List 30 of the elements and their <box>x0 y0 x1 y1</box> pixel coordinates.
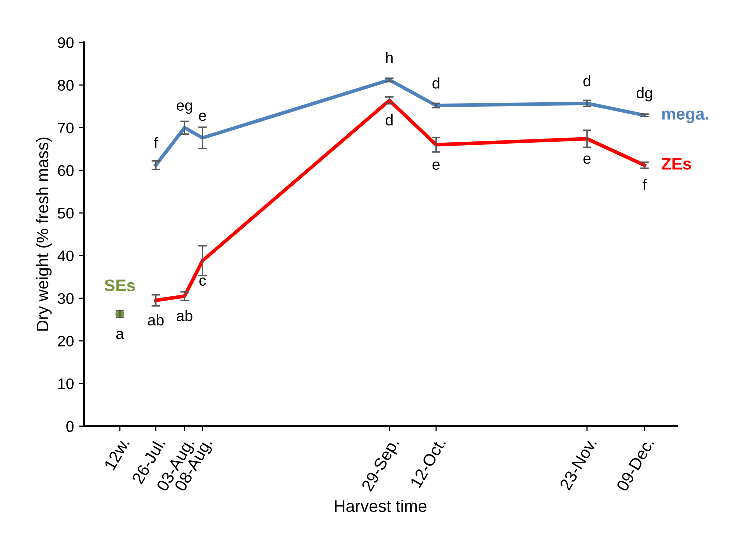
data-label: f <box>154 137 158 148</box>
y-tick-label: 50 <box>58 208 74 219</box>
series-label: SEs <box>104 280 136 292</box>
data-label: e <box>199 112 206 122</box>
y-tick-label: 80 <box>58 80 74 91</box>
data-label: eg <box>176 102 192 114</box>
series-label: mega. <box>662 110 708 124</box>
data-label: ab <box>176 310 193 322</box>
x-axis-title: Harvest time <box>335 500 427 512</box>
y-tick-label: 10 <box>58 378 74 390</box>
series-label: ZEs <box>662 158 692 170</box>
data-label: h <box>386 52 393 64</box>
data-label: d <box>432 78 440 89</box>
y-axis-title: Dry weight (% fresh mass) <box>36 138 52 331</box>
data-label: f <box>642 179 647 190</box>
y-tick-label: 60 <box>58 165 74 176</box>
data-label: dg <box>636 87 652 102</box>
data-label: e <box>584 156 591 164</box>
data-label: ab <box>148 314 164 326</box>
y-tick-label: 20 <box>58 336 74 347</box>
y-tick-label: 90 <box>58 38 74 48</box>
data-label: d <box>584 75 591 87</box>
data-label: a <box>116 330 124 340</box>
data-label: d <box>386 114 393 126</box>
data-label: c <box>200 278 206 286</box>
y-tick-label: 70 <box>58 122 74 134</box>
y-tick-label: 40 <box>58 250 74 262</box>
y-tick-label: 30 <box>58 293 74 304</box>
y-tick-label: 0 <box>66 421 74 432</box>
data-label: e <box>432 162 440 170</box>
